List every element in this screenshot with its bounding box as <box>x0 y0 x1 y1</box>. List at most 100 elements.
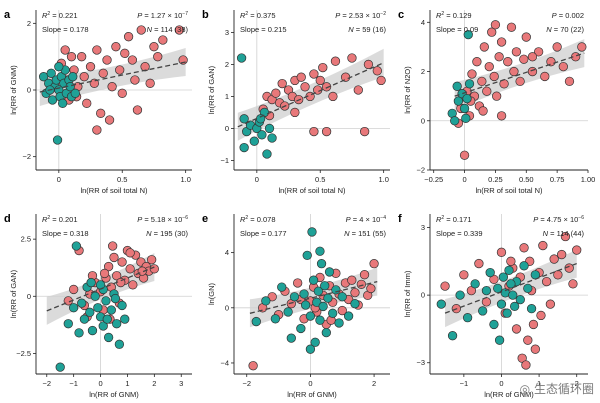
point-red <box>577 42 587 52</box>
point-teal <box>74 328 84 338</box>
x-tick-label: 0.75 <box>550 175 565 184</box>
point-red <box>376 75 386 86</box>
point-teal <box>289 292 300 302</box>
x-tick-label: 0 <box>98 379 102 388</box>
point-red <box>538 240 548 251</box>
point-teal <box>71 241 81 251</box>
point-teal <box>315 315 325 325</box>
point-red <box>89 78 99 88</box>
x-axis-label: ln(RR of GNM) <box>287 390 337 399</box>
point-red <box>104 115 115 125</box>
point-red <box>149 42 159 52</box>
point-red <box>315 75 325 86</box>
point-teal <box>308 275 319 285</box>
point-teal <box>102 314 112 324</box>
point-red <box>490 20 501 30</box>
point-red <box>77 52 87 62</box>
point-teal <box>52 135 63 145</box>
x-tick-label: −1 <box>69 379 78 388</box>
point-red <box>528 319 539 330</box>
x-tick-label: −1 <box>460 379 469 388</box>
x-tick-label: −0.25 <box>424 175 443 184</box>
point-red <box>309 69 319 79</box>
point-red <box>117 88 127 98</box>
point-red <box>519 54 529 64</box>
point-red <box>107 82 117 92</box>
point-teal <box>478 306 488 316</box>
panel-label: b <box>202 9 209 21</box>
point-teal <box>463 29 473 40</box>
stat-r2: R2 = 0.078 <box>240 215 276 224</box>
point-red <box>369 259 379 269</box>
point-red <box>321 126 332 137</box>
point-red <box>111 42 121 52</box>
x-tick-label: 0 <box>57 175 61 184</box>
point-red <box>467 69 477 79</box>
stat-n: N = 59 (16) <box>348 25 386 34</box>
point-teal <box>85 307 95 317</box>
y-tick-label: 3 <box>225 28 229 37</box>
fit-line <box>39 61 186 93</box>
point-teal <box>343 311 354 321</box>
point-teal <box>455 290 465 300</box>
x-tick-label: −2 <box>42 379 51 388</box>
point-red <box>492 91 502 101</box>
point-teal <box>324 267 335 277</box>
point-red <box>474 258 484 269</box>
point-red <box>564 76 575 87</box>
x-tick-label: 0 <box>499 379 503 388</box>
point-red <box>553 270 563 280</box>
x-tick-label: 0 <box>462 175 466 184</box>
point-red <box>309 126 319 137</box>
point-teal <box>461 113 471 123</box>
point-teal <box>86 277 96 288</box>
stat-slope: Slope = 0.178 <box>42 25 89 34</box>
y-tick-label: 2 <box>421 67 425 76</box>
point-red <box>540 71 550 82</box>
point-teal <box>331 285 341 295</box>
y-axis-label: ln(GN) <box>207 282 216 305</box>
point-teal <box>277 282 287 292</box>
fit-line <box>454 52 585 97</box>
point-teal <box>257 130 267 140</box>
point-red <box>519 243 529 253</box>
point-teal <box>508 290 518 300</box>
panel-label: e <box>202 213 208 225</box>
point-red <box>115 65 125 75</box>
point-red <box>293 278 303 288</box>
y-axis-label: ln(RR of Imm) <box>403 270 412 317</box>
point-teal <box>236 53 247 63</box>
point-red <box>489 71 499 82</box>
fit-line <box>237 62 384 128</box>
y-tick-label: −3 <box>416 358 425 367</box>
y-tick-label: −2 <box>22 152 31 161</box>
point-red <box>459 150 470 160</box>
point-red <box>440 281 450 291</box>
point-red <box>472 57 482 67</box>
stat-p: P = 5.18 × 10−6 <box>137 215 188 224</box>
point-red <box>568 279 578 289</box>
point-teal <box>55 362 65 372</box>
stat-r2: R2 = 0.201 <box>42 215 78 224</box>
y-axis-label: ln(RR of GAN) <box>207 65 216 114</box>
stat-r2: R2 = 0.171 <box>436 215 472 224</box>
point-red <box>533 47 544 57</box>
point-teal <box>453 96 464 106</box>
point-teal <box>447 331 458 341</box>
point-teal <box>509 301 520 312</box>
point-red <box>479 42 489 52</box>
y-tick-label: 0 <box>27 292 31 301</box>
point-teal <box>270 314 281 324</box>
x-tick-label: 2 <box>575 379 579 388</box>
point-teal <box>452 81 462 91</box>
point-teal <box>262 149 272 159</box>
point-red <box>290 107 300 118</box>
point-red <box>69 284 79 295</box>
point-teal <box>286 333 296 343</box>
x-tick-label: 0.5 <box>117 175 127 184</box>
point-red <box>330 56 341 66</box>
point-teal <box>502 308 512 318</box>
point-teal <box>264 123 275 134</box>
point-teal <box>323 293 333 303</box>
point-teal <box>523 283 533 294</box>
